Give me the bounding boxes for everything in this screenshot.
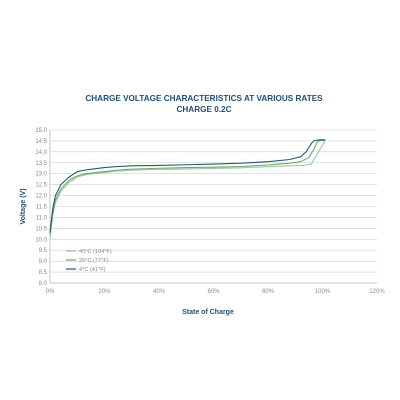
x-tick-labels: 0% 20% 40% 60% 80% 100% 120%: [46, 289, 386, 295]
chart-subtitle: CHARGE 0.2C: [176, 105, 231, 114]
y-tick-label: 14.0: [35, 150, 47, 156]
y-tick-label: 12.5: [35, 183, 47, 189]
y-tick-label: 11.0: [36, 215, 48, 221]
y-tick-label: 13.0: [35, 172, 47, 178]
y-tick-label: 9.0: [39, 259, 48, 265]
y-tick-label: 11.5: [36, 205, 48, 211]
x-tick-label: 80%: [262, 289, 275, 295]
x-tick-label: 20%: [98, 289, 111, 295]
series-line-25-c-77-f: [49, 139, 326, 235]
x-tick-label: 40%: [153, 289, 166, 295]
x-tick-label: 100%: [315, 289, 331, 295]
x-tick-label: 120%: [369, 289, 385, 295]
y-tick-label: 14.5: [35, 139, 47, 145]
y-axis-label: Voltage (V): [20, 188, 27, 224]
legend-label: 25°C (77°F): [79, 258, 109, 264]
y-tick-label: 8.5: [39, 270, 48, 276]
y-tick-label: 15.0: [35, 128, 47, 134]
legend-label: 40°C (104°F): [79, 249, 112, 255]
y-tick-label: 9.5: [39, 248, 48, 254]
y-tick-label: 10.0: [35, 237, 47, 243]
y-tick-label: 13.5: [35, 161, 47, 167]
series-line-40-c-104-f: [49, 140, 326, 238]
x-tick-label: 60%: [207, 289, 220, 295]
chart-title: CHARGE VOLTAGE CHARACTERISTICS AT VARIOU…: [85, 94, 323, 103]
y-tick-label: 8.0: [39, 281, 48, 287]
x-tick-label: 0%: [46, 289, 55, 295]
x-axis-label: State of Charge: [182, 309, 234, 316]
legend-label: 4°C (41°F): [79, 267, 106, 273]
series-line-4-c-41-f: [49, 139, 326, 233]
y-tick-label: 12.0: [35, 194, 47, 200]
legend: 40°C (104°F) 25°C (77°F) 4°C (41°F): [66, 249, 112, 273]
series-lines: [49, 139, 326, 238]
y-tick-labels: 8.0 8.5 9.0 9.5 10.0 10.5 11.0 11.5 12.0 12.5 13.0…: [35, 128, 47, 287]
y-tick-label: 10.5: [35, 226, 47, 232]
